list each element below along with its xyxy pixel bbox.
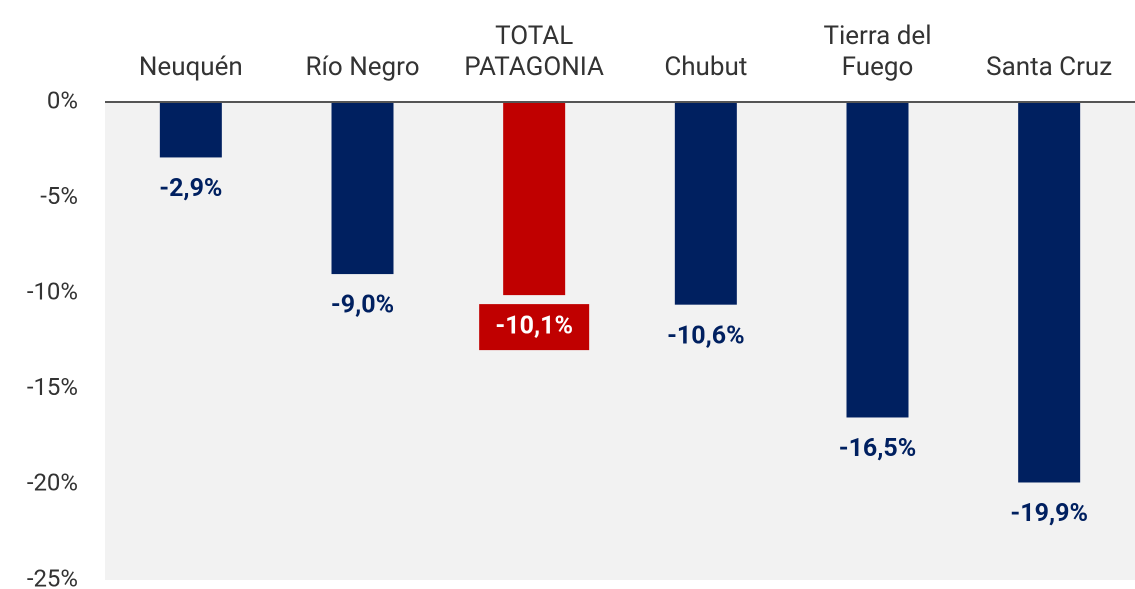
value-label: -16,5% (839, 434, 917, 463)
plot-background (105, 102, 1135, 580)
bar (846, 102, 909, 418)
value-label: -2,9% (159, 174, 222, 203)
label-box (479, 304, 590, 351)
bar (503, 102, 566, 296)
bar (1018, 102, 1081, 483)
x-tick-label: Tierra del Fuego (823, 21, 932, 82)
bar (159, 102, 222, 158)
value-label: -10,6% (667, 321, 745, 350)
y-tick-label: 0% (47, 86, 78, 114)
y-tick-label: -25% (27, 564, 78, 589)
value-label: -10,1% (495, 312, 573, 341)
x-tick-label: Neuquén (138, 52, 243, 82)
y-tick-label: -10% (27, 278, 78, 306)
bar (674, 102, 737, 305)
value-label: -9,0% (331, 291, 394, 320)
bar (331, 102, 394, 275)
x-tick-label: TOTAL PATAGONIA (464, 21, 605, 82)
x-tick-label: Chubut (664, 52, 748, 82)
y-tick-label: -20% (27, 469, 78, 497)
y-tick-label: -5% (40, 182, 78, 210)
x-tick-label: Río Negro (305, 52, 420, 82)
value-label: -19,9% (1010, 499, 1088, 528)
x-tick-label: Santa Cruz (986, 52, 1113, 82)
y-tick-label: -15% (27, 373, 78, 401)
